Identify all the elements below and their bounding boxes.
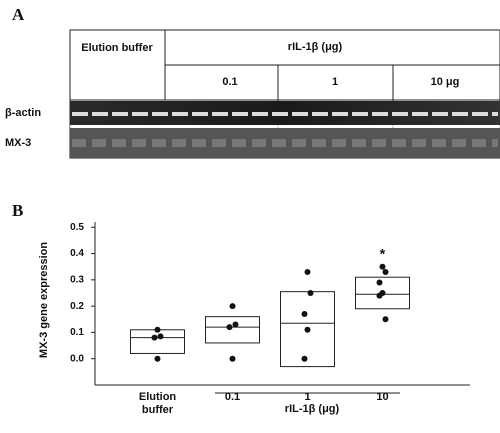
point bbox=[227, 324, 233, 330]
header-left: Elution buffer bbox=[81, 42, 153, 54]
point bbox=[155, 356, 161, 362]
figure: A Elution buffer rIL-1β (μg) 0.1 1 10 μg… bbox=[0, 0, 500, 433]
point bbox=[155, 327, 161, 333]
panel-label: A bbox=[12, 5, 25, 24]
box bbox=[131, 330, 185, 354]
y-tick-label: 0.4 bbox=[70, 248, 84, 259]
box bbox=[206, 317, 260, 343]
point bbox=[305, 327, 311, 333]
annotation: * bbox=[380, 245, 386, 261]
x-tick-label: Elution buffer bbox=[128, 391, 188, 417]
y-tick-label: 0.5 bbox=[70, 222, 84, 233]
x-tick-label: 10 bbox=[353, 391, 413, 404]
point bbox=[308, 290, 314, 296]
point bbox=[377, 293, 383, 299]
y-tick-label: 0.1 bbox=[70, 327, 84, 338]
y-axis-label: MX-3 gene expression bbox=[38, 242, 50, 358]
point bbox=[233, 322, 239, 328]
panel-label: B bbox=[12, 201, 23, 220]
dose: 10 μg bbox=[431, 76, 460, 88]
point bbox=[302, 356, 308, 362]
point bbox=[377, 279, 383, 285]
point bbox=[152, 335, 158, 341]
x-axis-label: rIL-1β (μg) bbox=[285, 403, 340, 415]
dose: 0.1 bbox=[222, 76, 237, 88]
header-right: rIL-1β (μg) bbox=[288, 41, 343, 53]
x-tick-label: 0.1 bbox=[203, 391, 263, 404]
point bbox=[305, 269, 311, 275]
point bbox=[383, 269, 389, 275]
row-label: MX-3 bbox=[5, 137, 31, 149]
y-tick-label: 0.0 bbox=[70, 353, 84, 364]
row-label: β-actin bbox=[5, 107, 41, 119]
figure-svg: A Elution buffer rIL-1β (μg) 0.1 1 10 μg… bbox=[0, 0, 500, 433]
y-tick-label: 0.2 bbox=[70, 301, 84, 312]
x-tick-label: 1 bbox=[278, 391, 338, 404]
point bbox=[380, 264, 386, 270]
point bbox=[302, 311, 308, 317]
dose: 1 bbox=[332, 76, 338, 88]
point bbox=[383, 316, 389, 322]
point bbox=[230, 356, 236, 362]
y-tick-label: 0.3 bbox=[70, 274, 84, 285]
point bbox=[158, 333, 164, 339]
point bbox=[230, 303, 236, 309]
